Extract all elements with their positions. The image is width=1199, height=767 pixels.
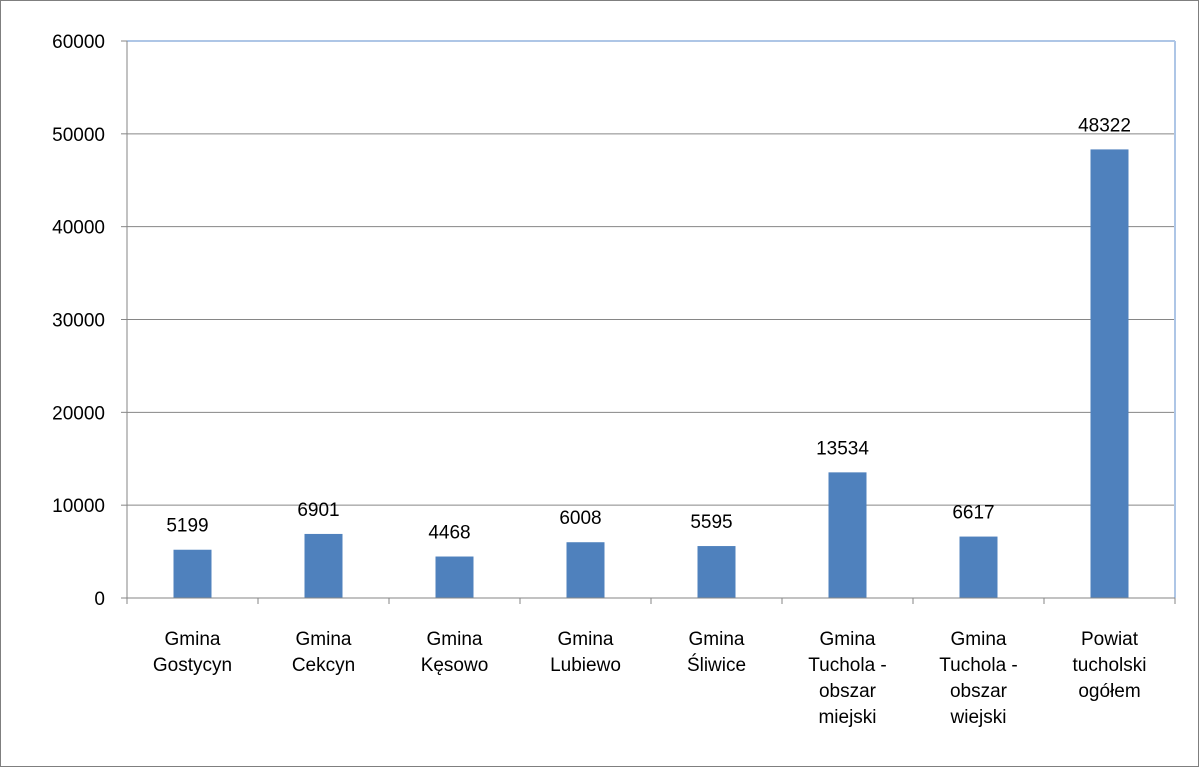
category-label: Gmina Kęsowo [421,629,489,676]
data-label: 5199 [166,516,208,537]
bar [435,556,474,598]
category-label-line: Śliwice [687,654,746,676]
category-label-line: Gmina [427,629,483,650]
category-label: Gmina Tuchola - obszar wiejski [939,629,1018,728]
data-label: 5595 [690,512,732,533]
category-label: Gmina Śliwice [687,629,746,676]
bars [173,149,1129,598]
category-label-line: Tuchola - [808,655,887,676]
category-label-line: Gmina [296,629,352,650]
data-label: 6008 [559,508,601,529]
category-label: Powiat tucholski ogółem [1073,629,1147,702]
y-tick-labels: 0 10000 20000 30000 40000 50000 60000 [52,32,105,610]
data-label: 6617 [952,503,994,524]
category-label-line: Gmina [951,629,1007,650]
y-tick-label: 0 [94,589,105,610]
category-label-line: Gostycyn [153,655,232,676]
data-label: 13534 [816,438,869,459]
category-label-line: wiejski [950,707,1007,728]
y-tick-label: 30000 [52,311,105,332]
y-tick-label: 60000 [52,32,105,53]
data-labels: 5199 6901 4468 6008 5595 13534 6617 48322 [166,115,1131,543]
data-label: 4468 [428,523,470,544]
category-label-line: Powiat [1081,629,1139,650]
bar [959,536,998,598]
category-label-line: Gmina [820,629,876,650]
y-tick-label: 20000 [52,403,105,424]
bar [697,546,736,598]
category-label-line: Tuchola - [939,655,1018,676]
y-tick-label: 40000 [52,218,105,239]
category-label-line: miejski [818,707,876,728]
category-label: Gmina Gostycyn [153,629,232,676]
category-label-line: ogółem [1078,681,1140,702]
category-label-line: obszar [950,681,1008,702]
category-label-line: Kęsowo [421,655,489,676]
gridlines [127,133,1175,506]
bar [304,533,343,598]
category-label: Gmina Cekcyn [292,629,355,676]
bar [1090,149,1129,598]
category-label-line: Gmina [689,629,745,650]
category-label-line: Gmina [558,629,614,650]
category-label-line: tucholski [1073,655,1147,676]
bar [566,542,605,598]
bar [828,472,867,598]
bar [173,549,212,598]
category-label: Gmina Lubiewo [550,629,621,676]
category-label-line: Lubiewo [550,655,621,676]
category-label-line: Gmina [165,629,221,650]
axes [121,40,1176,604]
category-label-line: Cekcyn [292,655,355,676]
category-label: Gmina Tuchola - obszar miejski [808,629,887,728]
data-label: 6901 [297,500,339,521]
y-tick-label: 10000 [52,496,105,517]
y-tick-label: 50000 [52,125,105,146]
data-label: 48322 [1078,115,1131,136]
category-label-line: obszar [819,681,877,702]
